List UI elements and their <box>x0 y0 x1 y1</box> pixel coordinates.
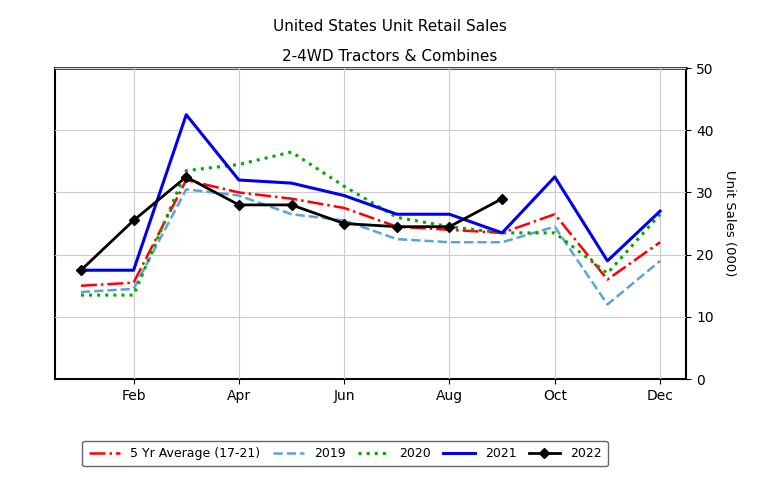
5 Yr Average (17-21) <box>392 224 402 229</box>
Legend: 5 Yr Average (17-21), 2019, 2020, 2021, 2022: 5 Yr Average (17-21), 2019, 2020, 2021, … <box>83 441 608 466</box>
2020 <box>182 168 191 174</box>
2022 <box>129 218 138 224</box>
Y-axis label: Unit Sales (000): Unit Sales (000) <box>723 171 736 277</box>
2020 <box>129 292 138 298</box>
5 Yr Average (17-21) <box>234 190 243 195</box>
2019 <box>445 239 454 245</box>
2021 <box>445 211 454 217</box>
Text: 2-4WD Tractors & Combines: 2-4WD Tractors & Combines <box>282 49 498 64</box>
2022 <box>445 224 454 229</box>
2020 <box>498 230 507 236</box>
5 Yr Average (17-21) <box>76 283 86 289</box>
2020 <box>76 292 86 298</box>
2020 <box>339 183 349 189</box>
2019 <box>339 218 349 224</box>
2019 <box>655 258 665 264</box>
Text: United States Unit Retail Sales: United States Unit Retail Sales <box>273 19 507 35</box>
2020 <box>655 211 665 217</box>
2020 <box>287 149 296 155</box>
2021 <box>182 112 191 118</box>
2019 <box>234 192 243 198</box>
2021 <box>234 177 243 183</box>
2021 <box>76 267 86 273</box>
2021 <box>287 180 296 186</box>
2022 <box>392 224 402 229</box>
5 Yr Average (17-21) <box>603 277 612 282</box>
5 Yr Average (17-21) <box>445 227 454 233</box>
5 Yr Average (17-21) <box>182 177 191 183</box>
2021 <box>339 192 349 198</box>
2020 <box>234 161 243 167</box>
2019 <box>498 239 507 245</box>
Line: 5 Yr Average (17-21): 5 Yr Average (17-21) <box>81 180 660 286</box>
2019 <box>182 187 191 192</box>
2020 <box>392 214 402 220</box>
2022 <box>339 221 349 226</box>
2019 <box>392 236 402 242</box>
2021 <box>655 208 665 214</box>
2021 <box>603 258 612 264</box>
2020 <box>550 230 559 236</box>
5 Yr Average (17-21) <box>498 230 507 236</box>
Line: 2021: 2021 <box>81 115 660 270</box>
5 Yr Average (17-21) <box>339 205 349 211</box>
2022 <box>182 174 191 180</box>
2021 <box>498 230 507 236</box>
2020 <box>603 270 612 276</box>
Line: 2019: 2019 <box>81 190 660 304</box>
2020 <box>445 224 454 229</box>
2019 <box>129 286 138 292</box>
Line: 2020: 2020 <box>81 152 660 295</box>
2021 <box>129 267 138 273</box>
2021 <box>550 174 559 180</box>
2019 <box>287 211 296 217</box>
5 Yr Average (17-21) <box>129 280 138 286</box>
2022 <box>76 267 86 273</box>
2019 <box>550 224 559 229</box>
5 Yr Average (17-21) <box>655 239 665 245</box>
2019 <box>603 301 612 307</box>
2022 <box>234 202 243 208</box>
2019 <box>76 289 86 295</box>
2021 <box>392 211 402 217</box>
5 Yr Average (17-21) <box>287 196 296 202</box>
5 Yr Average (17-21) <box>550 211 559 217</box>
2022 <box>498 196 507 202</box>
Line: 2022: 2022 <box>77 174 505 274</box>
2022 <box>287 202 296 208</box>
